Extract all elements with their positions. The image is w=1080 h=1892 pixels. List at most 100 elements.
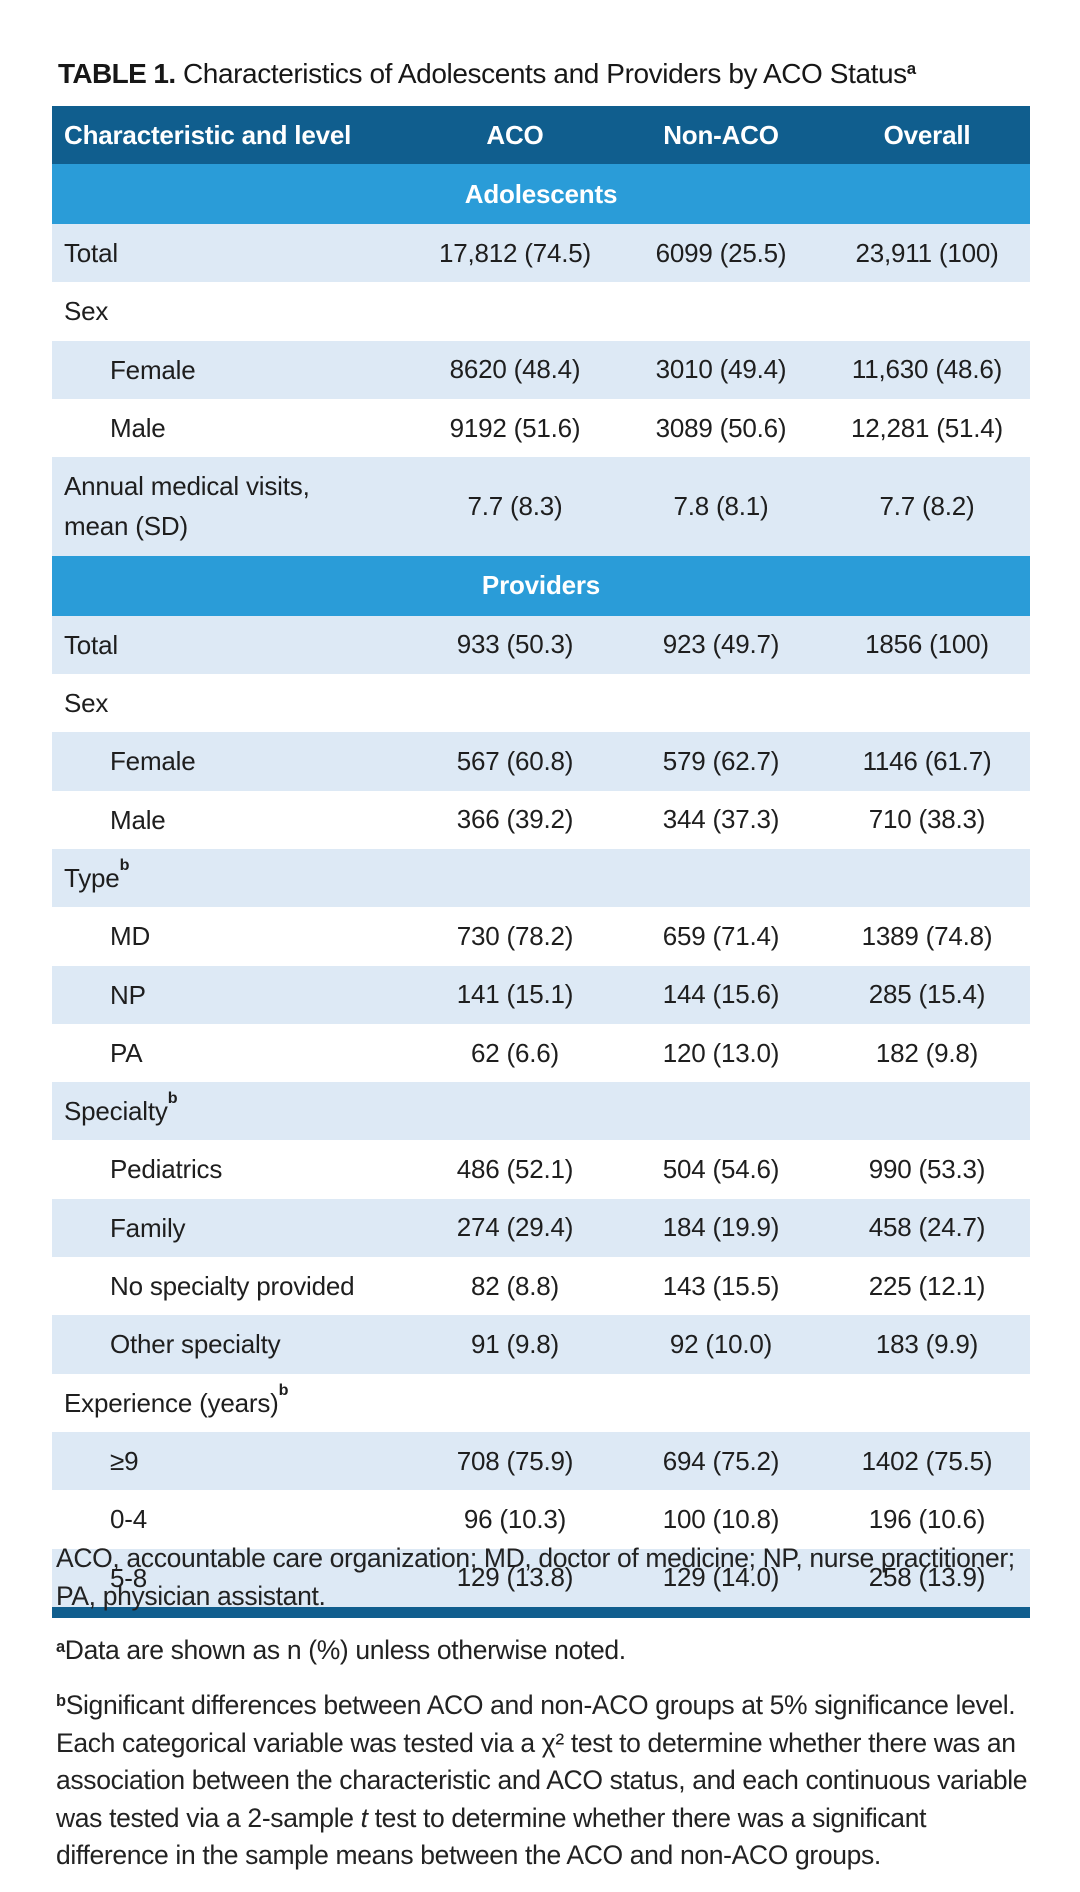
cell-value: 933 (50.3) — [456, 629, 574, 660]
table-body: Adolescents Total 17,812 (74.5) 6099 (25.5)… — [52, 164, 1030, 1607]
table-bottom-rule — [52, 1606, 1030, 1618]
row-label: Male — [110, 804, 166, 835]
row-label: Sex — [64, 296, 109, 327]
cell-value: 504 (54.6) — [662, 1154, 780, 1185]
characteristics-table: Characteristic and level ACO Non-ACO Ove… — [52, 106, 1030, 1618]
cell-value: 92 (10.0) — [669, 1328, 773, 1359]
cell-value: 11,630 (48.6) — [851, 354, 1003, 385]
row-label: 0-4 — [110, 1504, 147, 1535]
cell-value: 129 (14.0) — [662, 1562, 780, 1593]
row-label: Experience (years)b — [64, 1380, 289, 1418]
cell-value: 458 (24.7) — [868, 1212, 986, 1243]
cell-value: 567 (60.8) — [456, 746, 574, 777]
footnote-abbreviations: ACO, accountable care organization; MD, … — [56, 1543, 1015, 1611]
section-band: Providers — [52, 555, 1030, 616]
cell-value: 7.7 (8.3) — [467, 490, 563, 521]
cell-value: 923 (49.7) — [662, 629, 780, 660]
table-row: Male 9192 (51.6) 3089 (50.6) 12,281 (51.4) — [52, 398, 1030, 458]
table-row: Female 8620 (48.4) 3010 (49.4) 11,630 (48.6… — [52, 340, 1030, 399]
cell-value: 3010 (49.4) — [655, 354, 787, 385]
section-band: Adolescents — [52, 164, 1030, 224]
table-row: Total 933 (50.3) 923 (49.7) 1856 (100) — [52, 615, 1030, 675]
cell-value: 730 (78.2) — [456, 920, 574, 951]
cell-value: 23,911 (100) — [855, 237, 999, 268]
table-row: 5-8 129 (13.8) 129 (14.0) 258 (13.9) — [52, 1548, 1030, 1607]
footnote-b-text-2: test to determine whether there was a si… — [56, 1802, 927, 1871]
row-label: Female — [110, 746, 196, 777]
cell-value: 8620 (48.4) — [449, 354, 581, 385]
cell-value: 258 (13.9) — [868, 1562, 986, 1593]
footnote-a: aData are shown as n (%) unless otherwis… — [56, 1632, 1044, 1670]
cell-value: 6099 (25.5) — [655, 237, 787, 268]
row-label: No specialty provided — [110, 1271, 355, 1302]
row-label: PA — [110, 1037, 143, 1068]
row-label: Total — [64, 629, 118, 660]
cell-value: 225 (12.1) — [868, 1270, 986, 1301]
row-label: 5-8 — [110, 1562, 147, 1593]
footnote-b: bSignificant differences between ACO and… — [56, 1687, 1044, 1875]
cell-value: 100 (10.8) — [662, 1503, 780, 1534]
cell-value: 17,812 (74.5) — [438, 237, 592, 268]
row-label: Annual medical visits, mean (SD) — [64, 471, 310, 542]
table-row: Female 567 (60.8) 579 (62.7) 1146 (61.7) — [52, 732, 1030, 791]
cell-value: 990 (53.3) — [868, 1154, 986, 1185]
column-header-non-aco: Non-ACO — [663, 119, 779, 150]
row-footnote-marker: b — [167, 1089, 178, 1108]
cell-value: 196 (10.6) — [868, 1503, 986, 1534]
cell-value: 659 (71.4) — [662, 920, 780, 951]
cell-value: 144 (15.6) — [662, 979, 780, 1010]
cell-value: 710 (38.3) — [868, 804, 986, 835]
table-row: No specialty provided 82 (8.8) 143 (15.5) 2… — [52, 1257, 1030, 1316]
cell-value: 1402 (75.5) — [861, 1445, 993, 1476]
cell-value: 3089 (50.6) — [655, 412, 787, 443]
cell-value: 344 (37.3) — [662, 804, 780, 835]
row-label: Total — [64, 238, 118, 268]
cell-value: 366 (39.2) — [456, 804, 574, 835]
column-header-characteristic: Characteristic and level — [64, 119, 352, 150]
cell-value: 12,281 (51.4) — [850, 412, 1004, 443]
table-number-label: TABLE 1. — [58, 58, 176, 89]
footnote-b-text-1: Significant differences between ACO and … — [56, 1689, 1028, 1833]
row-label: Specialtyb — [64, 1089, 178, 1127]
table-row: NP 141 (15.1) 144 (15.6) 285 (15.4) — [52, 965, 1030, 1024]
cell-value: 579 (62.7) — [662, 746, 780, 777]
column-header-overall: Overall — [883, 119, 971, 150]
cell-value: 182 (9.8) — [875, 1037, 979, 1068]
table-title: TABLE 1. Characteristics of Adolescents … — [58, 58, 1038, 90]
cell-value: 129 (13.8) — [456, 1562, 574, 1593]
row-label: Male — [110, 412, 166, 443]
cell-value: 141 (15.1) — [456, 979, 574, 1010]
column-header-aco: ACO — [486, 119, 544, 150]
table-row: Total 17,812 (74.5) 6099 (25.5) 23,911 (100… — [52, 224, 1030, 283]
cell-value: 285 (15.4) — [868, 979, 986, 1010]
footnote-a-marker: a — [56, 1637, 65, 1656]
cell-value: 7.8 (8.1) — [673, 490, 769, 521]
table-row: Family 274 (29.4) 184 (19.9) 458 (24.7) — [52, 1198, 1030, 1258]
row-label: Female — [110, 354, 196, 385]
cell-value: 486 (52.1) — [456, 1154, 574, 1185]
row-label: Other specialty — [110, 1329, 281, 1360]
cell-value: 694 (75.2) — [662, 1445, 780, 1476]
cell-value: 708 (75.9) — [456, 1445, 574, 1476]
column-header-row: Characteristic and level ACO Non-ACO Ove… — [52, 106, 1030, 164]
table-row: PA 62 (6.6) 120 (13.0) 182 (9.8) — [52, 1023, 1030, 1083]
cell-value: 9192 (51.6) — [449, 412, 581, 443]
table-row: Sex — [52, 282, 1030, 341]
table-row: Experience (years)b — [52, 1373, 1030, 1432]
footnote-b-marker: b — [56, 1692, 66, 1711]
row-label: Pediatrics — [110, 1154, 223, 1185]
cell-value: 7.7 (8.2) — [879, 490, 975, 521]
footnote-a-text: Data are shown as n (%) unless otherwise… — [64, 1635, 626, 1666]
cell-value: 96 (10.3) — [463, 1503, 567, 1534]
table-row: MD 730 (78.2) 659 (71.4) 1389 (74.8) — [52, 907, 1030, 966]
row-label: Sex — [64, 688, 109, 719]
footnote-b-italic-t: t — [360, 1802, 368, 1833]
cell-value: 62 (6.6) — [470, 1037, 559, 1068]
table-row: 0-4 96 (10.3) 100 (10.8) 196 (10.6) — [52, 1490, 1030, 1549]
cell-value: 91 (9.8) — [470, 1328, 559, 1359]
table-row: ≥9 708 (75.9) 694 (75.2) 1402 (75.5) — [52, 1431, 1030, 1491]
row-label: NP — [110, 979, 146, 1010]
cell-value: 1389 (74.8) — [861, 920, 993, 951]
table-title-footnote-marker: a — [906, 58, 916, 78]
